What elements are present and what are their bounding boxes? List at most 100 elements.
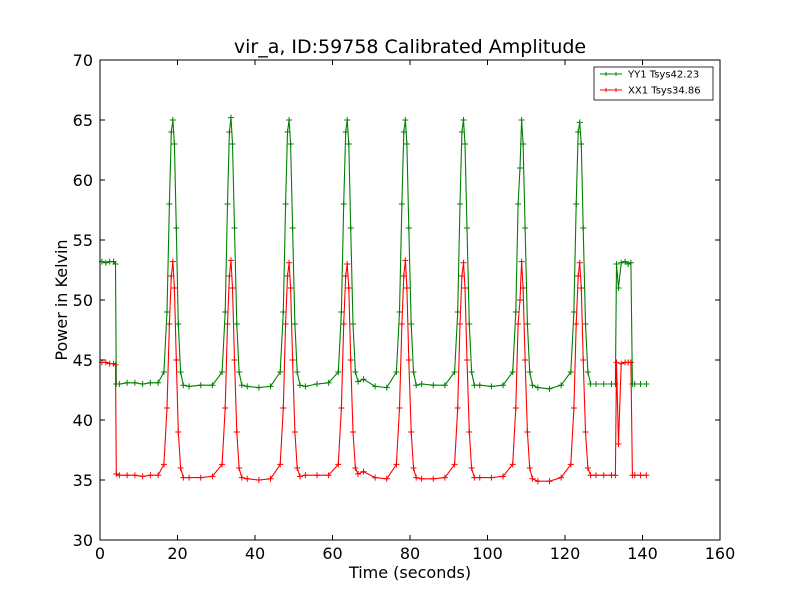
data-point: [529, 382, 536, 389]
data-point: [460, 259, 467, 266]
data-point: [451, 369, 458, 375]
data-point: [398, 201, 405, 207]
data-point: [102, 259, 109, 266]
data-point: [352, 465, 359, 471]
data-point: [462, 285, 469, 291]
data-point: [546, 385, 553, 392]
data-point: [500, 473, 506, 480]
data-point: [575, 129, 582, 135]
data-point: [573, 321, 580, 327]
data-point: [460, 117, 467, 123]
data-point: [325, 379, 332, 386]
data-point: [529, 475, 536, 482]
data-point: [244, 383, 251, 390]
data-point: [526, 369, 533, 375]
data-point: [186, 383, 193, 390]
plot-layer: [98, 114, 650, 485]
data-point: [408, 429, 415, 435]
data-point: [166, 201, 173, 207]
data-point: [124, 472, 131, 479]
data-point: [408, 321, 415, 327]
data-point: [396, 405, 403, 411]
y-tick-label: 35: [73, 471, 93, 490]
data-point: [177, 465, 184, 471]
data-point: [582, 429, 589, 435]
data-point: [405, 357, 412, 363]
data-point: [509, 369, 516, 375]
data-point: [400, 273, 407, 279]
data-point: [338, 405, 345, 411]
data-point: [430, 382, 437, 389]
y-ticks: 30 35 40 45 50 55 60 65 70: [73, 51, 720, 550]
data-point: [116, 472, 123, 479]
data-point: [226, 273, 233, 279]
data-point: [164, 405, 171, 411]
data-point: [224, 201, 231, 207]
data-point: [102, 359, 109, 366]
data-point: [522, 357, 529, 363]
y-tick-label: 30: [73, 531, 93, 550]
data-point: [238, 474, 245, 481]
data-point: [393, 461, 400, 468]
data-point: [584, 465, 591, 471]
data-point: [222, 309, 229, 315]
data-point: [512, 405, 519, 411]
data-point: [578, 285, 585, 291]
data-point: [456, 321, 463, 327]
data-point: [534, 478, 541, 485]
data-point: [580, 357, 587, 363]
data-point: [171, 141, 178, 147]
data-point: [558, 382, 565, 389]
data-point: [296, 382, 303, 389]
data-point: [520, 141, 527, 147]
data-point: [403, 141, 410, 147]
data-point: [615, 285, 622, 291]
data-point: [340, 321, 347, 327]
data-point: [280, 309, 287, 315]
data-point: [338, 309, 345, 315]
data-point: [124, 379, 131, 386]
data-point: [458, 273, 465, 279]
series-1: [98, 257, 650, 485]
data-point: [302, 383, 309, 390]
data-point: [344, 117, 351, 123]
data-point: [515, 201, 522, 207]
data-point: [284, 273, 291, 279]
data-point: [546, 478, 553, 485]
data-point: [396, 309, 403, 315]
x-tick-label: 20: [167, 544, 187, 563]
data-point: [219, 461, 226, 468]
data-point: [222, 405, 229, 411]
x-tick-label: 140: [627, 544, 658, 563]
data-point: [458, 129, 465, 135]
data-point: [476, 474, 483, 481]
data-point: [289, 225, 296, 231]
data-point: [267, 475, 274, 482]
chart-title: vir_a, ID:59758 Calibrated Amplitude: [234, 36, 586, 58]
data-point: [231, 225, 238, 231]
data-point: [302, 472, 309, 479]
x-tick-label: 40: [245, 544, 265, 563]
y-tick-label: 40: [73, 411, 93, 430]
y-tick-label: 65: [73, 111, 93, 130]
x-axis-title: Time (seconds): [348, 563, 471, 582]
data-point: [350, 429, 357, 435]
data-point: [347, 225, 354, 231]
data-point: [570, 309, 577, 315]
data-point: [219, 369, 226, 375]
data-point: [413, 474, 420, 481]
data-point: [197, 382, 204, 389]
y-axis-title: Power in Kelvin: [52, 239, 71, 360]
data-point: [238, 382, 245, 389]
data-point: [488, 383, 495, 390]
data-point: [180, 382, 187, 389]
data-point: [615, 441, 622, 447]
data-point: [463, 225, 470, 231]
data-point: [342, 129, 349, 135]
data-point: [441, 474, 448, 481]
data-point: [360, 468, 367, 475]
data-point: [160, 461, 167, 468]
data-point: [400, 129, 407, 135]
data-point: [534, 384, 541, 391]
x-tick-label: 100: [472, 544, 503, 563]
